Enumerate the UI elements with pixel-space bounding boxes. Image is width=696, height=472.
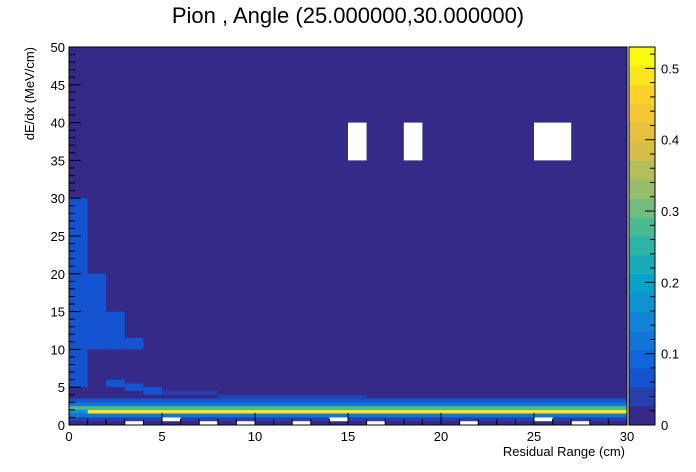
y-tick-label: 15 xyxy=(51,305,65,320)
colorbar-band xyxy=(629,122,655,142)
colorbar-band xyxy=(629,84,655,105)
heatmap-cell xyxy=(217,394,367,399)
colorbar-band xyxy=(629,387,655,407)
heatmap-cell xyxy=(69,402,627,407)
colorbar-band xyxy=(629,254,655,275)
colorbar-tick-label: 0.2 xyxy=(661,275,679,290)
empty-cell xyxy=(366,421,386,425)
colorbar-tick-label: 0 xyxy=(661,418,668,433)
colorbar-band xyxy=(629,160,655,180)
colorbar-band xyxy=(629,292,655,313)
x-tick-label: 10 xyxy=(248,429,262,444)
colorbar-band xyxy=(629,236,655,256)
heatmap-cell xyxy=(106,311,125,350)
heatmap-cell xyxy=(69,398,627,403)
x-tick-label: 25 xyxy=(527,429,541,444)
heatmap-cell xyxy=(69,273,107,312)
empty-cell xyxy=(403,122,423,161)
x-axis: 0 5 10 15 20 25 30 xyxy=(65,413,634,444)
heatmap-cell xyxy=(69,409,88,414)
empty-cell xyxy=(459,421,479,425)
colorbar-tick-label: 0.3 xyxy=(661,204,679,219)
y-tick-label: 20 xyxy=(51,267,65,282)
y-tick-label: 0 xyxy=(58,418,65,433)
y-tick-label: 45 xyxy=(51,78,65,93)
heatmap-cell xyxy=(106,379,125,388)
colorbar-band xyxy=(629,406,655,426)
empty-cell xyxy=(534,417,553,422)
colorbar-band xyxy=(629,65,655,86)
x-tick-label: 5 xyxy=(158,429,165,444)
heatmap-cell xyxy=(143,387,162,395)
heatmap-cell xyxy=(87,409,628,414)
y-axis: 0 5 10 15 20 25 30 35 40 45 50 xyxy=(51,40,81,433)
colorbar-band xyxy=(629,103,655,124)
heatmap-cell xyxy=(124,338,144,350)
colorbar-band xyxy=(629,273,655,294)
empty-cell xyxy=(199,421,218,425)
x-tick-label: 20 xyxy=(434,429,448,444)
y-tick-label: 10 xyxy=(51,342,65,357)
empty-cell xyxy=(124,421,144,425)
empty-cell xyxy=(534,122,572,161)
heatmap-cell xyxy=(69,406,627,410)
colorbar-band xyxy=(629,47,655,67)
empty-cell xyxy=(236,421,255,425)
color-scale-bar: 0 0.1 0.2 0.3 0.4 0.5 xyxy=(628,46,679,433)
colorbar-band xyxy=(629,217,655,237)
x-axis-label: Residual Range (cm) xyxy=(503,444,625,459)
colorbar-band xyxy=(629,141,655,161)
y-tick-label: 30 xyxy=(51,191,65,206)
y-tick-label: 40 xyxy=(51,116,65,131)
heatmap-background xyxy=(69,47,627,425)
heatmap-cell xyxy=(162,390,218,395)
colorbar-tick-label: 0.4 xyxy=(661,133,679,148)
heatmap-cell xyxy=(69,311,107,350)
heatmap-cell xyxy=(69,198,88,236)
empty-cell xyxy=(162,417,181,422)
chart-title: Pion , Angle (25.000000,30.000000) xyxy=(172,3,524,28)
empty-cell xyxy=(348,122,367,161)
y-axis-label: dE/dx (MeV/cm) xyxy=(22,47,37,140)
colorbar-band xyxy=(629,179,655,199)
x-tick-label: 0 xyxy=(65,429,72,444)
heatmap-cell xyxy=(69,236,88,274)
heatmap-cells xyxy=(69,47,628,425)
empty-cell xyxy=(329,417,348,422)
empty-cell xyxy=(292,421,311,425)
y-tick-label: 25 xyxy=(51,229,65,244)
y-tick-label: 5 xyxy=(58,380,65,395)
x-tick-label: 15 xyxy=(341,429,355,444)
colorbar-tick-label: 0.5 xyxy=(661,61,679,76)
y-tick-label: 35 xyxy=(51,153,65,168)
colorbar-tick-label: 0.1 xyxy=(661,347,679,362)
colorbar-band xyxy=(629,311,655,331)
colorbar-frame xyxy=(628,46,656,426)
empty-cell xyxy=(571,421,590,425)
colorbar-band xyxy=(629,368,655,388)
x-tick-label: 30 xyxy=(620,429,634,444)
colorbar-band xyxy=(629,198,655,218)
colorbar-band xyxy=(629,330,655,350)
heatmap-cell xyxy=(69,349,88,388)
colorbar-band xyxy=(629,349,655,369)
y-tick-label: 50 xyxy=(51,40,65,55)
heatmap-cell xyxy=(124,383,144,391)
